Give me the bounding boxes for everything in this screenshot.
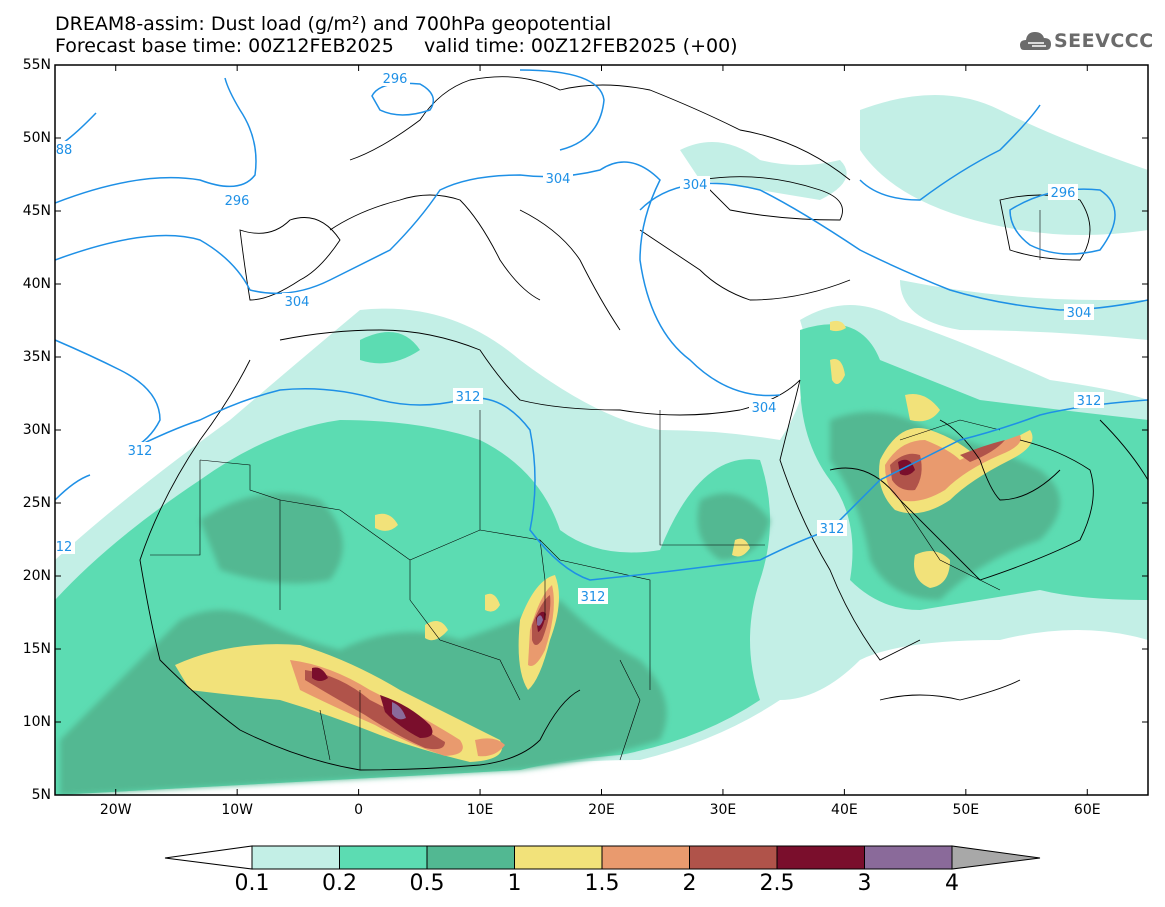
cloud-logo-icon — [1020, 32, 1051, 50]
colorbar-label: 2.5 — [759, 871, 795, 896]
colorbar-label: 1 — [507, 871, 522, 896]
lon-label: 20W — [99, 802, 132, 818]
svg-text:312: 312 — [128, 444, 153, 459]
colorbar — [164, 845, 1041, 870]
svg-text:296: 296 — [225, 194, 250, 209]
lat-label: 15N — [22, 641, 51, 657]
colorbar-label: 0.1 — [234, 871, 270, 896]
contour-labels: 296 296 304 304 304 312 312 312 312 88 1… — [55, 70, 1104, 605]
colorbar-label: 1.5 — [584, 871, 620, 896]
lon-label: 10W — [221, 802, 253, 818]
contour-label: 12 — [55, 538, 75, 555]
colorbar-over-arrow — [951, 845, 1041, 870]
colorbar-under-arrow — [164, 845, 253, 870]
colorbar-box — [426, 845, 515, 870]
colorbar-box — [776, 845, 865, 870]
coastlines — [139, 76, 1148, 771]
lat-label: 25N — [22, 495, 51, 511]
contour-label: 304 — [749, 399, 779, 416]
dust-field — [55, 95, 1148, 795]
contour-label: 304 — [282, 293, 312, 310]
colorbar-box — [339, 845, 428, 870]
contour-label: 304 — [543, 170, 573, 187]
colorbar-box — [864, 845, 953, 870]
svg-text:296: 296 — [1051, 186, 1076, 201]
contour-label: 312 — [1074, 392, 1104, 409]
lat-label: 45N — [22, 203, 51, 219]
title-line-2: Forecast base time: 00Z12FEB2025 valid t… — [55, 35, 738, 57]
colorbar-label: 0.5 — [409, 871, 445, 896]
svg-text:304: 304 — [285, 295, 310, 310]
svg-text:312: 312 — [820, 522, 845, 537]
colorbar-box — [601, 845, 690, 870]
contour-label: 304 — [1064, 304, 1094, 321]
contour-label: 304 — [680, 176, 710, 193]
svg-text:12: 12 — [56, 540, 73, 555]
contour-label: 296 — [380, 70, 410, 87]
lat-label: 5N — [31, 787, 51, 803]
svg-text:312: 312 — [581, 590, 606, 605]
contour-label: 312 — [578, 588, 608, 605]
contour-label: 296 — [222, 192, 252, 209]
lat-label: 35N — [22, 349, 51, 365]
lon-label: 0 — [354, 802, 364, 818]
lon-label: 20E — [588, 802, 615, 818]
lat-label: 30N — [22, 422, 51, 438]
lat-label: 50N — [22, 130, 51, 146]
lat-label: 40N — [22, 276, 51, 292]
svg-text:296: 296 — [383, 72, 408, 87]
colorbar-box — [251, 845, 340, 870]
lon-label: 10E — [466, 802, 494, 818]
lat-label: 55N — [22, 57, 51, 73]
colorbar-label: 4 — [945, 871, 959, 896]
svg-text:304: 304 — [1067, 306, 1092, 321]
lon-label: 30E — [709, 802, 737, 818]
colorbar-label: 3 — [857, 871, 872, 896]
country-borders — [150, 210, 1041, 770]
dust-level-3 — [392, 615, 543, 720]
title-line-1: DREAM8-assim: Dust load (g/m²) and 700hP… — [55, 13, 612, 35]
svg-text:312: 312 — [456, 390, 481, 405]
colorbar-label: 2 — [682, 871, 697, 896]
svg-text:88: 88 — [56, 143, 73, 158]
svg-text:304: 304 — [683, 178, 708, 193]
contour-label: 312 — [453, 388, 483, 405]
contour-label: 312 — [817, 520, 847, 537]
lon-label: 50E — [952, 802, 980, 818]
contour-label: 296 — [1048, 184, 1078, 201]
contour-label: 312 — [125, 442, 155, 459]
svg-text:312: 312 — [1077, 394, 1102, 409]
lon-label: 40E — [831, 802, 858, 818]
colorbar-box — [514, 845, 603, 870]
svg-text:304: 304 — [546, 172, 571, 187]
contour-label: 88 — [55, 141, 75, 158]
lat-label: 10N — [22, 714, 51, 730]
logo-text: SEEVCCC — [1054, 30, 1154, 52]
axis-ticks — [55, 64, 1148, 796]
colorbar-box — [689, 845, 778, 870]
svg-text:304: 304 — [752, 401, 777, 416]
colorbar-label: 0.2 — [322, 871, 357, 896]
lat-label: 20N — [22, 568, 51, 584]
lon-label: 60E — [1073, 802, 1101, 818]
